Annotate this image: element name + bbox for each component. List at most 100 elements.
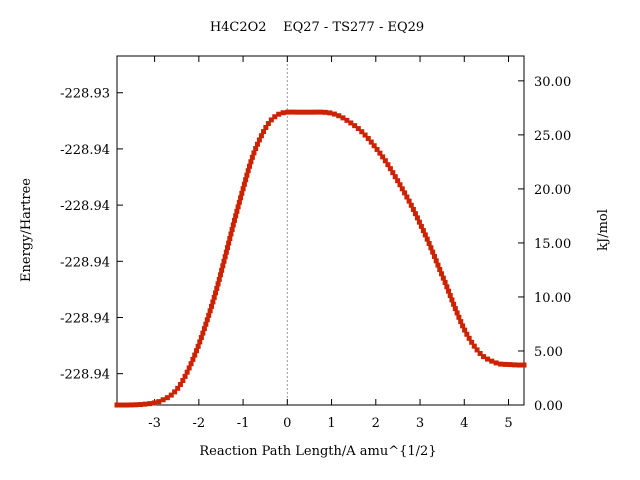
curve-point-marker: [209, 303, 215, 309]
x-axis-ticks: -3 -2 -1 0 1 2 3 4 5: [148, 56, 513, 431]
curve-point-marker: [471, 343, 477, 349]
curve-point-marker: [348, 120, 354, 126]
curve-point-marker: [249, 154, 255, 160]
left-tick-label: -228.93: [60, 87, 110, 102]
curve-point-marker: [197, 339, 203, 345]
curve-point-marker: [395, 178, 401, 184]
right-tick-label: 0.00: [534, 399, 563, 414]
curve-point-marker: [142, 401, 148, 407]
curve-point-marker: [206, 312, 212, 318]
curve-point-marker: [230, 222, 236, 228]
curve-point-marker: [265, 121, 271, 127]
curve-point-marker: [226, 240, 232, 246]
curve-point-marker: [211, 294, 217, 300]
curve-point-marker: [322, 109, 328, 115]
curve-point-marker: [408, 202, 414, 208]
curve-point-marker: [254, 141, 260, 147]
series-group: [114, 109, 527, 408]
curve-point-marker: [245, 168, 251, 174]
curve-point-marker: [489, 358, 495, 364]
curve-point-marker: [294, 109, 300, 115]
curve-point-marker: [336, 113, 342, 119]
curve-point-marker: [137, 402, 143, 408]
curve-point-marker: [213, 290, 219, 296]
curve-point-marker: [160, 397, 166, 403]
curve-point-marker: [195, 343, 201, 349]
curve-point-marker: [156, 399, 162, 405]
curve-point-marker: [223, 249, 229, 255]
curve-point-marker: [460, 323, 466, 329]
curve-point-marker: [168, 392, 174, 398]
curve-point-marker: [397, 182, 403, 188]
curve-point-marker: [147, 401, 153, 407]
curve-point-marker: [114, 402, 120, 408]
curve-point-marker: [410, 206, 416, 212]
curve-point-marker: [451, 301, 457, 307]
curve-point-marker: [474, 347, 480, 353]
curve-point-marker: [442, 279, 448, 285]
curve-point-marker: [431, 253, 437, 259]
curve-point-marker: [437, 266, 443, 272]
curve-point-marker: [318, 109, 324, 115]
curve-point-marker: [440, 275, 446, 281]
curve-point-marker: [151, 400, 157, 406]
curve-point-marker: [233, 213, 239, 219]
x-tick-label: -3: [148, 416, 161, 431]
curve-point-marker: [447, 293, 453, 299]
curve-point-marker: [430, 249, 436, 255]
x-tick-label: 2: [372, 416, 380, 431]
curve-point-marker: [216, 276, 222, 282]
energy-curve: [116, 111, 525, 406]
curve-point-marker: [261, 129, 267, 135]
curve-point-marker: [512, 362, 518, 368]
curve-point-marker: [435, 262, 441, 268]
curve-point-marker: [428, 245, 434, 251]
curve-point-marker: [258, 133, 264, 139]
curve-point-marker: [404, 194, 410, 200]
left-tick-label: -228.94: [60, 199, 110, 214]
curve-point-marker: [123, 402, 129, 408]
curve-point-marker: [416, 219, 422, 225]
curve-point-marker: [454, 310, 460, 316]
curve-point-marker: [229, 226, 235, 232]
curve-point-marker: [502, 361, 508, 367]
curve-point-marker: [498, 361, 504, 367]
curve-point-marker: [368, 139, 374, 145]
curve-point-marker: [272, 114, 278, 120]
right-tick-label: 10.00: [534, 291, 571, 306]
curve-point-marker: [402, 190, 408, 196]
curve-point-marker: [225, 245, 231, 251]
left-axis-ticks: -228.94 -228.94 -228.94 -228.94 -228.94 -228.…: [60, 87, 123, 383]
curve-point-marker: [359, 129, 365, 135]
curve-point-marker: [374, 146, 380, 152]
curve-point-marker: [243, 177, 249, 183]
curve-point-marker: [200, 330, 206, 336]
curve-point-marker: [236, 199, 242, 205]
curve-point-marker: [387, 166, 393, 172]
curve-point-marker: [193, 348, 199, 354]
curve-point-marker: [289, 109, 295, 115]
curve-point-marker: [204, 317, 210, 323]
curve-point-marker: [420, 228, 426, 234]
curve-point-marker: [240, 186, 246, 192]
right-axis-label: kJ/mol: [596, 209, 611, 251]
curve-point-marker: [422, 232, 428, 238]
curve-point-marker: [128, 402, 134, 408]
curve-point-marker: [313, 109, 319, 115]
curve-point-marker: [201, 326, 207, 332]
curve-point-marker: [198, 335, 204, 341]
x-tick-label: 4: [460, 416, 468, 431]
curve-point-marker: [227, 236, 233, 242]
curve-point-marker: [239, 190, 245, 196]
chart-title: H4C2O2 EQ27 - TS277 - EQ29: [210, 20, 424, 35]
right-tick-label: 25.00: [534, 129, 571, 144]
curve-point-marker: [485, 356, 491, 362]
curve-point-marker: [180, 378, 186, 384]
plot-area: [116, 55, 525, 406]
right-tick-label: 5.00: [534, 345, 563, 360]
right-tick-label: 15.00: [534, 237, 571, 252]
left-axis-label: Energy/Hartree: [19, 178, 34, 282]
curve-point-marker: [263, 124, 269, 130]
curve-point-marker: [192, 352, 198, 358]
curve-point-marker: [177, 382, 183, 388]
